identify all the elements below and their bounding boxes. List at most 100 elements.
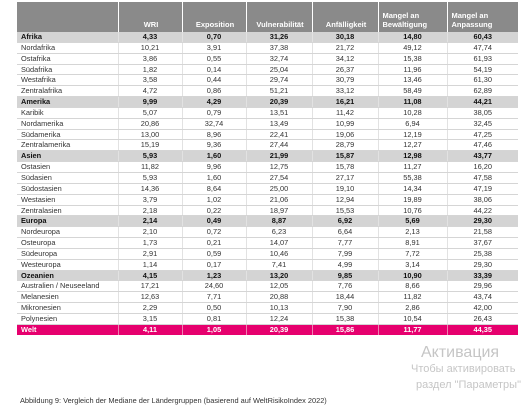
cell-anfaelligkeit: 19,10 [311,183,378,195]
wri-median-table: WRI Exposition Vulnerabilität Anfälligke… [17,2,518,335]
region-row: Ozeanien 4,15 1,23 13,20 9,85 10,90 33,39 [17,270,518,282]
cell-exposition: 7,71 [181,291,246,304]
header-mangel-bewaeltigung: Mangel an Bewältigung [377,2,447,32]
cell-wri: 20,86 [117,118,182,130]
cell-wri: 2,10 [117,226,182,239]
cell-exposition: 9,96 [181,161,246,173]
cell-anfaelligkeit: 10,99 [311,118,378,130]
cell-mangel-bewaeltigung: 55,38 [377,172,447,184]
cell-mangel-bewaeltigung: 5,69 [377,215,447,228]
cell-wri: 11,82 [117,161,182,173]
table-row: Melanesien 12,63 7,71 20,88 18,44 11,82 43,74 [17,291,518,304]
header-wri: WRI [117,2,182,32]
cell-vulnerabilitaet: 25,04 [245,64,312,76]
cell-mangel-anpassung: 38,05 [446,107,518,119]
cell-mangel-anpassung: 54,19 [446,64,518,76]
cell-exposition: 1,60 [181,172,246,184]
figure-caption: Abbildung 9: Vergleich der Mediane der L… [20,396,327,405]
cell-mangel-bewaeltigung: 2,13 [377,226,447,239]
cell-label: Karibik [17,107,118,119]
cell-vulnerabilitaet: 7,41 [245,259,312,271]
cell-label: Nordeuropa [17,226,118,239]
cell-mangel-bewaeltigung: 8,66 [377,280,447,293]
cell-label: Ostafrika [17,53,118,65]
cell-mangel-bewaeltigung: 7,72 [377,248,447,260]
cell-anfaelligkeit: 12,94 [311,194,378,206]
cell-exposition: 4,29 [181,96,246,108]
cell-mangel-anpassung: 43,77 [446,150,518,163]
cell-mangel-bewaeltigung: 11,96 [377,64,447,76]
cell-anfaelligkeit: 16,21 [311,96,378,108]
cell-mangel-bewaeltigung: 10,76 [377,205,447,217]
cell-vulnerabilitaet: 12,05 [245,280,312,293]
cell-vulnerabilitaet: 20,39 [245,324,312,335]
cell-vulnerabilitaet: 25,00 [245,183,312,195]
cell-vulnerabilitaet: 51,21 [245,85,312,98]
cell-vulnerabilitaet: 8,87 [245,215,312,228]
cell-mangel-anpassung: 47,58 [446,172,518,184]
cell-anfaelligkeit: 4,99 [311,259,378,271]
cell-anfaelligkeit: 21,72 [311,42,378,54]
cell-mangel-bewaeltigung: 11,77 [377,324,447,335]
cell-mangel-anpassung: 26,43 [446,313,518,325]
cell-label: Ostasien [17,161,118,173]
table-row: Zentralasien 2,18 0,22 18,97 15,53 10,76 44,22 [17,205,518,217]
cell-label: Westeuropa [17,259,118,271]
cell-exposition: 0,50 [181,302,246,314]
table-row: Ostafrika 3,86 0,55 32,74 34,12 15,38 61,93 [17,53,518,65]
cell-exposition: 0,55 [181,53,246,65]
cell-mangel-bewaeltigung: 49,12 [377,42,447,54]
cell-anfaelligkeit: 18,44 [311,291,378,304]
cell-wri: 12,63 [117,291,182,304]
cell-mangel-anpassung: 47,25 [446,129,518,141]
cell-anfaelligkeit: 6,64 [311,226,378,239]
cell-wri: 4,33 [117,32,182,43]
cell-wri: 2,91 [117,248,182,260]
cell-label: Westafrika [17,74,118,87]
cell-wri: 1,82 [117,64,182,76]
table-row: Südasien 5,93 1,60 27,54 27,17 55,38 47,58 [17,172,518,184]
cell-anfaelligkeit: 15,38 [311,313,378,325]
cell-vulnerabilitaet: 21,99 [245,150,312,163]
cell-label: Zentralamerika [17,139,118,152]
table-header-row: WRI Exposition Vulnerabilität Anfälligke… [17,2,518,32]
table-row: Südostasien 14,36 8,64 25,00 19,10 14,34 47,19 [17,183,518,195]
cell-mangel-bewaeltigung: 12,98 [377,150,447,163]
cell-wri: 13,00 [117,129,182,141]
cell-mangel-bewaeltigung: 11,08 [377,96,447,108]
cell-exposition: 3,91 [181,42,246,54]
cell-exposition: 0,59 [181,248,246,260]
cell-wri: 1,14 [117,259,182,271]
cell-mangel-anpassung: 61,30 [446,74,518,87]
cell-mangel-bewaeltigung: 2,86 [377,302,447,314]
os-activation-watermark: Активация Чтобы активировать раздел "Пар… [395,345,521,393]
cell-mangel-bewaeltigung: 58,49 [377,85,447,98]
cell-mangel-anpassung: 44,22 [446,205,518,217]
cell-mangel-bewaeltigung: 11,27 [377,161,447,173]
cell-exposition: 0,72 [181,226,246,239]
cell-anfaelligkeit: 6,92 [311,215,378,228]
table-row: Ostasien 11,82 9,96 12,75 15,78 11,27 16,20 [17,161,518,173]
cell-vulnerabilitaet: 18,97 [245,205,312,217]
cell-mangel-anpassung: 37,67 [446,237,518,249]
cell-wri: 3,15 [117,313,182,325]
cell-vulnerabilitaet: 20,39 [245,96,312,108]
region-row: Afrika 4,33 0,70 31,26 30,18 14,80 60,43 [17,32,518,43]
cell-exposition: 8,96 [181,129,246,141]
cell-mangel-anpassung: 42,00 [446,302,518,314]
cell-mangel-bewaeltigung: 19,89 [377,194,447,206]
cell-wri: 5,93 [117,150,182,163]
cell-label: Mikronesien [17,302,118,314]
cell-vulnerabilitaet: 12,75 [245,161,312,173]
cell-label: Afrika [17,32,118,43]
cell-vulnerabilitaet: 10,46 [245,248,312,260]
header-region [17,2,118,32]
table-row: Nordeuropa 2,10 0,72 6,23 6,64 2,13 21,58 [17,226,518,239]
cell-label: Australien / Neuseeland [17,280,118,293]
cell-wri: 5,07 [117,107,182,119]
cell-mangel-anpassung: 38,06 [446,194,518,206]
cell-wri: 4,15 [117,270,182,282]
cell-label: Nordafrika [17,42,118,54]
cell-anfaelligkeit: 15,78 [311,161,378,173]
cell-mangel-anpassung: 60,43 [446,32,518,43]
